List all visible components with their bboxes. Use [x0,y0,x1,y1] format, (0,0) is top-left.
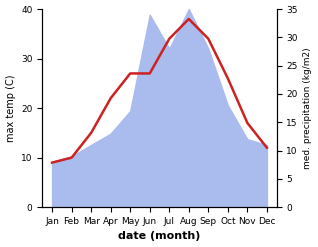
Y-axis label: med. precipitation (kg/m2): med. precipitation (kg/m2) [303,47,313,169]
Y-axis label: max temp (C): max temp (C) [5,74,16,142]
X-axis label: date (month): date (month) [118,231,201,242]
